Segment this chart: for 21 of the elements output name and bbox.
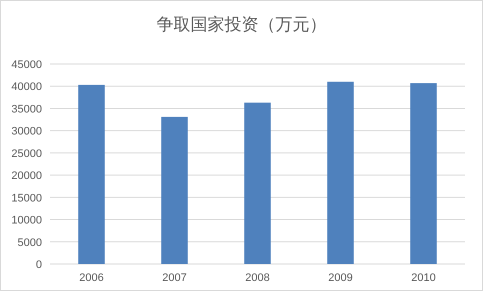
x-tick-label: 2008 xyxy=(245,272,270,284)
x-tick-label: 2010 xyxy=(411,272,436,284)
chart-title: 争取国家投资（万元） xyxy=(156,15,326,34)
y-tick-label: 40000 xyxy=(11,81,42,94)
y-tick-label: 35000 xyxy=(11,103,42,116)
bar xyxy=(78,84,105,264)
y-tick-label: 15000 xyxy=(11,192,42,204)
bar xyxy=(327,82,354,264)
y-tick-label: 0 xyxy=(36,259,42,271)
bar xyxy=(161,116,188,264)
y-tick-label: 45000 xyxy=(11,59,42,71)
y-tick-label: 20000 xyxy=(11,170,42,182)
bar xyxy=(410,83,437,264)
y-tick-label: 30000 xyxy=(11,126,42,138)
y-tick-label: 25000 xyxy=(11,148,42,160)
y-tick-label: 10000 xyxy=(11,214,42,227)
x-tick-label: 2009 xyxy=(328,272,353,284)
x-tick-label: 2007 xyxy=(162,272,187,284)
y-tick-label: 5000 xyxy=(18,236,42,249)
x-tick-label: 2006 xyxy=(79,272,104,284)
bar xyxy=(244,102,271,264)
